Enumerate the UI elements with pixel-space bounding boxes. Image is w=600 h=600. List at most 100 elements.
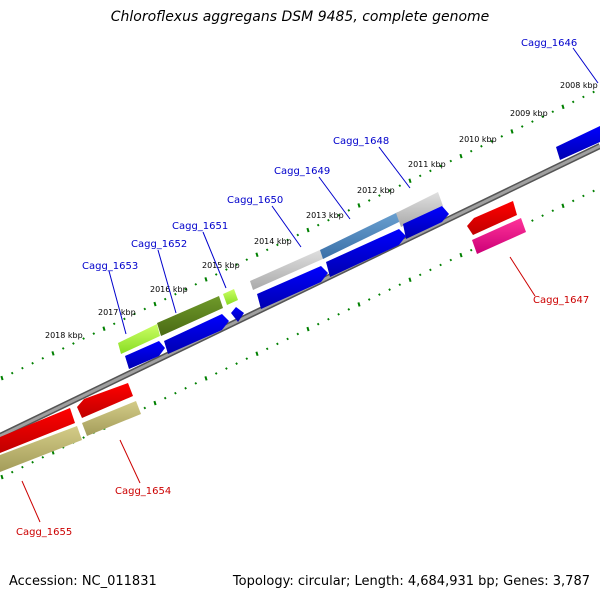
minor-tick xyxy=(327,218,330,222)
kbp-label: 2015 kbp xyxy=(202,261,240,270)
major-tick xyxy=(153,301,157,307)
minor-tick xyxy=(123,317,126,321)
cds-block-reverse xyxy=(82,401,141,436)
minor-tick xyxy=(571,100,575,104)
minor-tick xyxy=(398,184,402,188)
minor-tick xyxy=(439,263,442,267)
kbp-label: 2012 kbp xyxy=(357,186,395,195)
cds-arrow xyxy=(556,126,600,160)
major-tick xyxy=(255,351,259,357)
minor-tick xyxy=(541,214,544,217)
genome-title: Chloroflexus aggregans DSM 9485, complet… xyxy=(110,9,490,25)
minor-tick xyxy=(235,362,238,365)
minor-tick xyxy=(143,406,147,410)
leader-line xyxy=(157,249,177,314)
minor-tick xyxy=(500,135,504,138)
minor-tick xyxy=(245,357,249,361)
major-tick xyxy=(0,474,4,480)
major-tick xyxy=(255,252,259,258)
gene-block-steelblue xyxy=(320,212,401,259)
minor-tick xyxy=(347,209,351,212)
minor-tick xyxy=(61,347,65,350)
cds-block-reverse xyxy=(472,218,526,254)
leader-line xyxy=(202,231,227,289)
minor-tick xyxy=(531,120,534,123)
leader-line xyxy=(108,270,127,335)
gene-block-lime xyxy=(223,289,238,305)
upper-tick-row xyxy=(0,90,595,381)
minor-tick xyxy=(225,268,228,271)
minor-tick xyxy=(184,386,187,390)
leader-line xyxy=(572,47,599,84)
minor-tick xyxy=(449,258,453,262)
major-tick xyxy=(153,400,157,406)
major-tick xyxy=(204,277,208,282)
minor-tick xyxy=(418,174,422,178)
minor-tick xyxy=(398,283,402,287)
kbp-label: 2011 kbp xyxy=(408,160,446,169)
leader-line xyxy=(318,176,351,220)
minor-tick xyxy=(276,243,279,247)
minor-tick xyxy=(72,342,75,345)
cds-arrow xyxy=(403,206,449,239)
minor-tick xyxy=(551,209,555,213)
minor-tick xyxy=(41,356,45,360)
gene-label-cagg-1646: Cagg_1646 xyxy=(521,38,577,49)
major-tick xyxy=(102,326,106,332)
minor-tick xyxy=(337,312,340,316)
cds-arrow xyxy=(164,314,229,354)
minor-tick xyxy=(378,194,381,197)
minor-tick xyxy=(31,460,34,464)
major-tick xyxy=(510,129,514,134)
cds-block-reverse xyxy=(0,426,82,472)
minor-tick xyxy=(286,337,289,341)
gene-label-cagg-1650: Cagg_1650 xyxy=(227,195,283,206)
major-tick xyxy=(0,375,4,381)
minor-tick xyxy=(245,258,249,262)
gene-block-gray xyxy=(250,249,325,290)
minor-tick xyxy=(388,189,391,192)
gene-block-olive xyxy=(157,296,223,336)
minor-tick xyxy=(531,219,534,222)
minor-tick xyxy=(327,317,330,321)
major-tick xyxy=(306,326,310,332)
cds-arrow-reverse xyxy=(0,408,75,453)
cds-arrow-reverse xyxy=(467,201,517,235)
upper-feature-track xyxy=(118,192,443,354)
minor-tick xyxy=(82,337,85,340)
minor-tick xyxy=(214,372,218,375)
gene-label-cagg-1655: Cagg_1655 xyxy=(16,527,72,538)
minor-tick xyxy=(143,307,147,311)
cds-arrow xyxy=(231,307,244,322)
minor-tick xyxy=(480,144,483,148)
minor-tick xyxy=(296,233,300,237)
label-leaders xyxy=(21,47,599,523)
major-tick xyxy=(459,153,463,159)
minor-tick xyxy=(10,470,14,474)
minor-tick xyxy=(429,268,432,272)
gene-label-cagg-1652: Cagg_1652 xyxy=(131,239,187,250)
minor-tick xyxy=(21,366,24,370)
minor-tick xyxy=(214,273,218,276)
leader-line xyxy=(119,439,141,484)
gene-label-cagg-1647: Cagg_1647 xyxy=(533,295,589,306)
gene-label-cagg-1651: Cagg_1651 xyxy=(172,221,228,232)
forward-cds-track xyxy=(125,126,600,369)
minor-tick xyxy=(592,90,595,94)
minor-tick xyxy=(449,159,453,163)
minor-tick xyxy=(194,282,198,286)
kbp-label: 2008 kbp xyxy=(560,81,598,90)
minor-tick xyxy=(265,347,269,351)
minor-tick xyxy=(184,287,187,291)
minor-tick xyxy=(286,238,289,242)
minor-tick xyxy=(429,169,432,173)
major-tick xyxy=(306,227,310,233)
major-tick xyxy=(408,178,412,184)
minor-tick xyxy=(174,391,177,395)
cds-arrow xyxy=(257,266,328,309)
minor-tick xyxy=(316,223,320,227)
minor-tick xyxy=(551,110,555,114)
major-tick xyxy=(51,351,55,356)
minor-tick xyxy=(194,381,198,385)
